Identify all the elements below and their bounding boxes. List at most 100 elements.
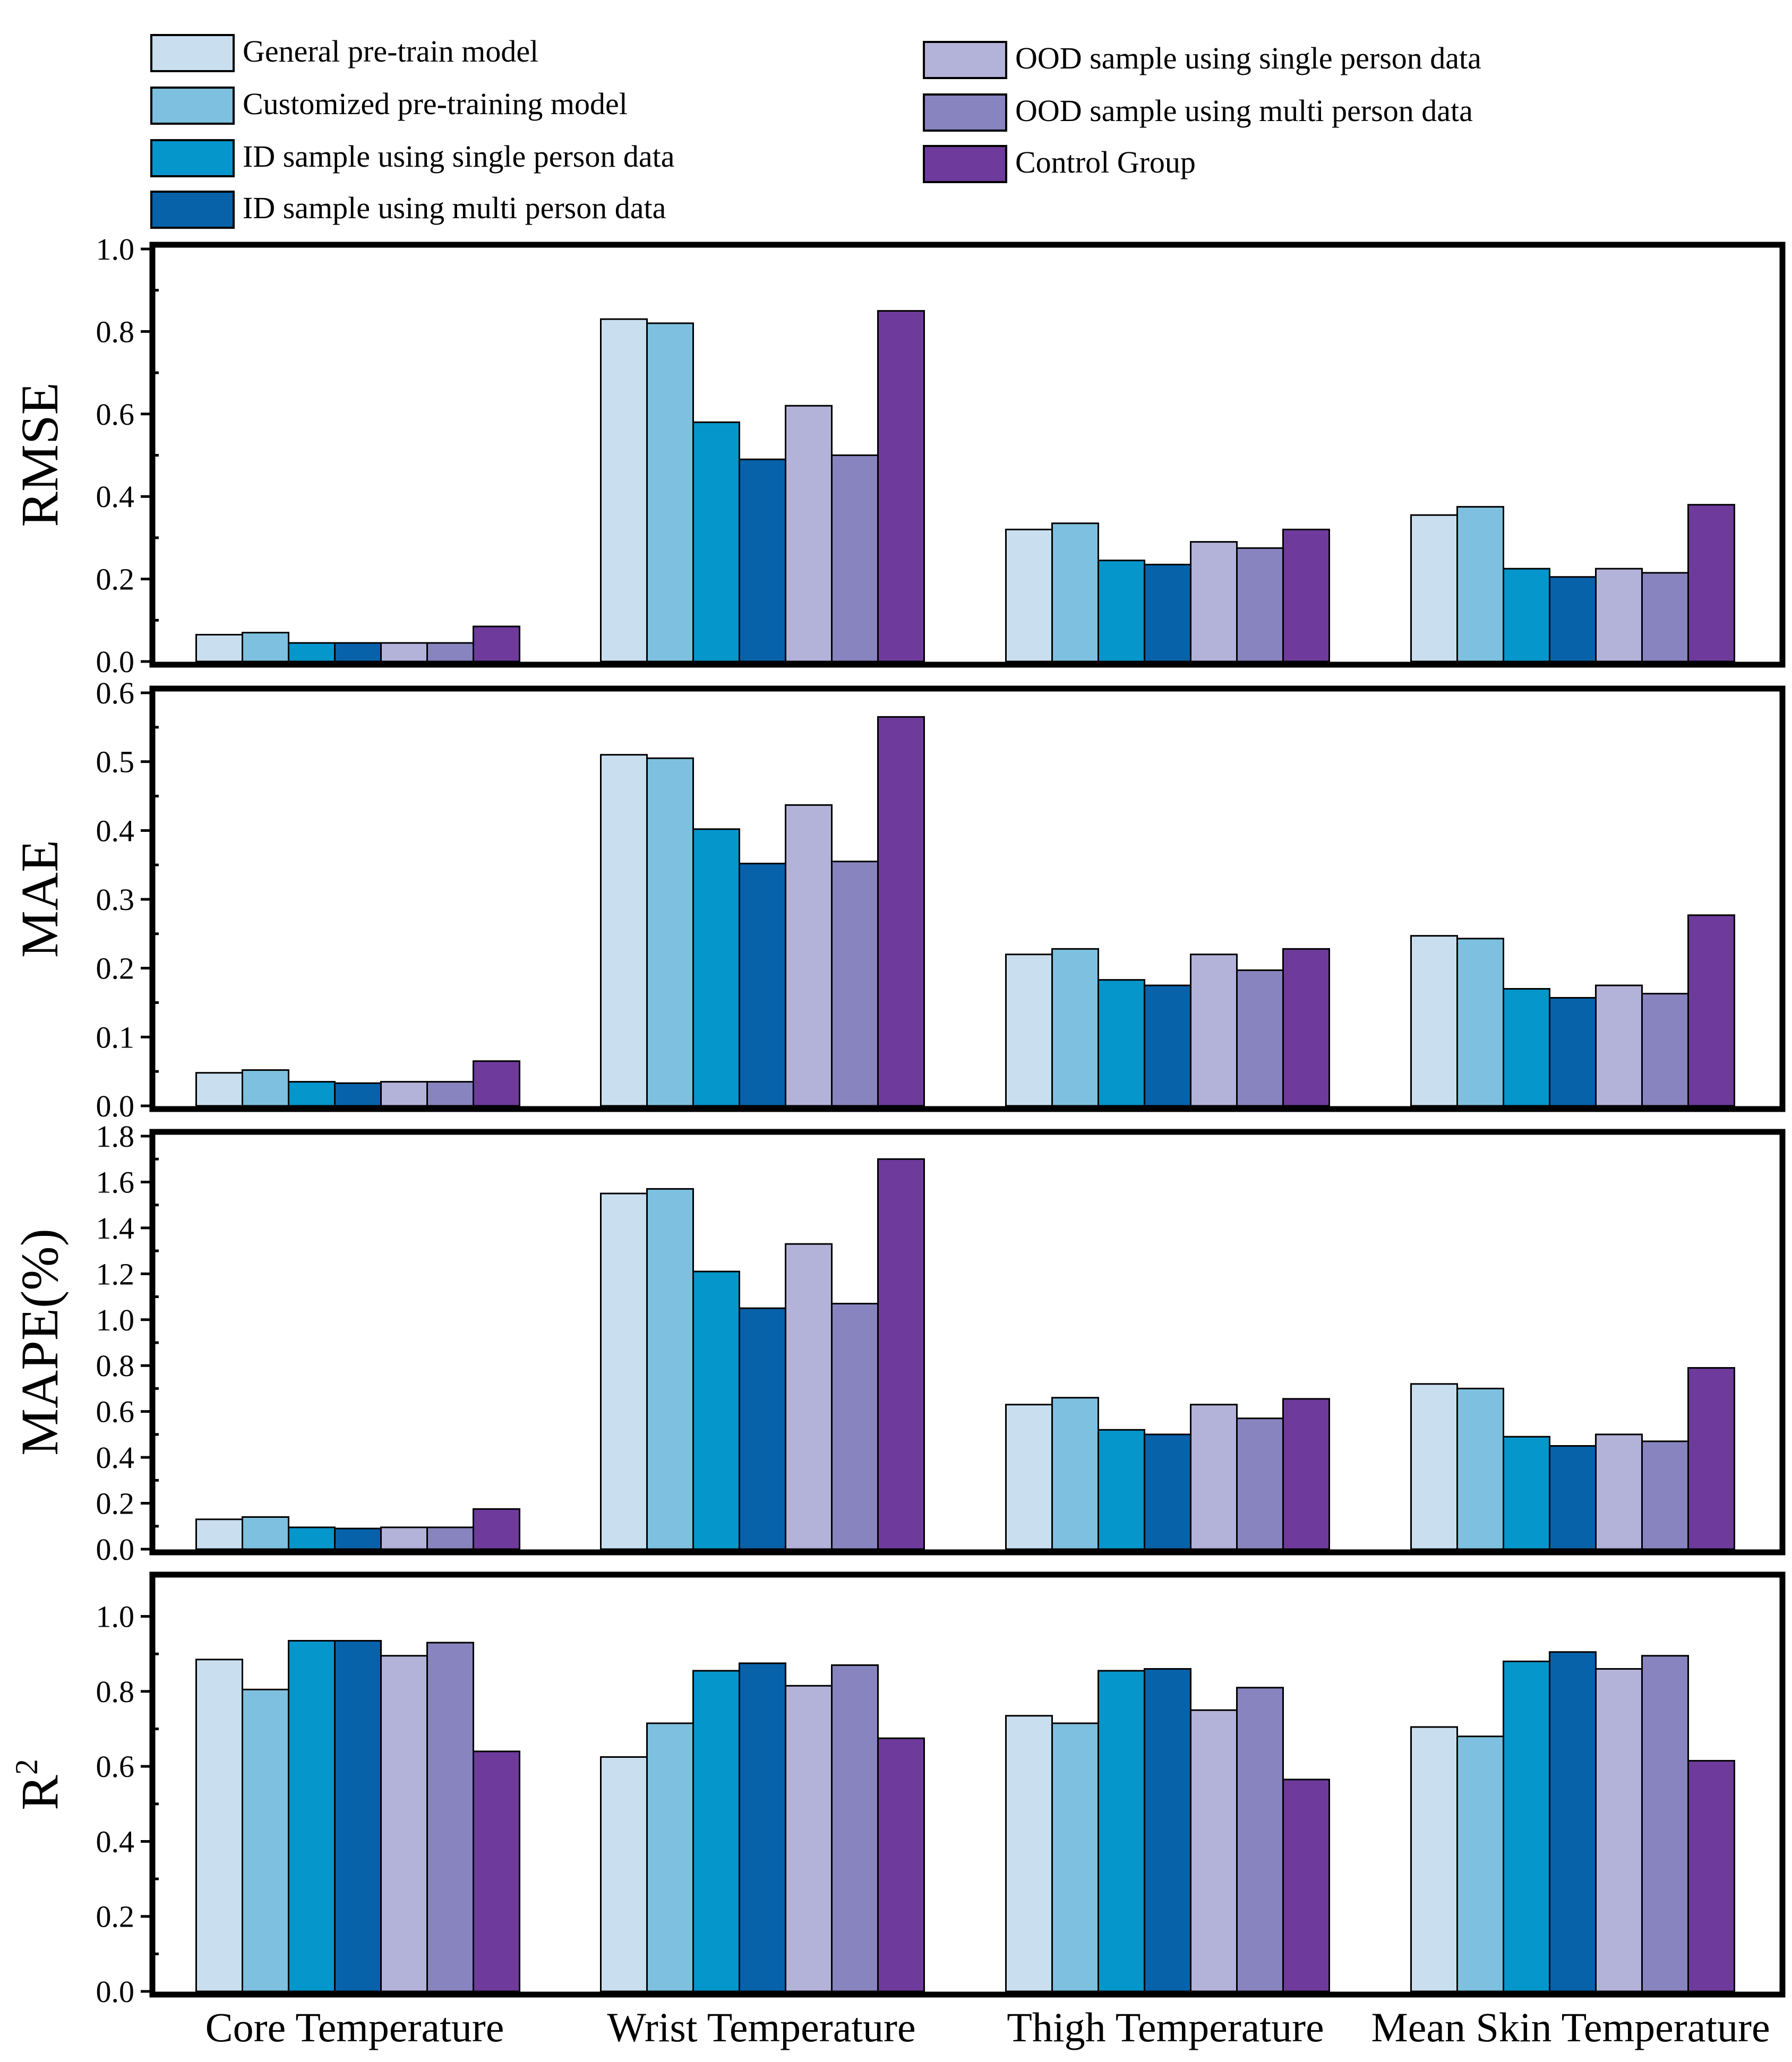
y-axis-title-text: R [10,1775,69,1810]
tick-label: 0.2 [96,562,135,597]
legend-label: ID sample using multi person data [243,191,666,225]
bar [334,1640,382,1992]
bar [426,642,474,663]
tick-label: 1.0 [96,1303,135,1337]
y-axis-title-text: MAE [10,840,69,958]
legend-label: ID sample using single person data [243,139,674,174]
category-label: Wrist Temperature [607,2004,915,2050]
tick-label: 0.3 [96,882,135,917]
legend-swatch [150,191,235,229]
bar [195,1518,243,1550]
bar [1236,1417,1284,1550]
tick-label: 0.6 [96,676,135,710]
bar [1282,1779,1330,1992]
tick-label: 0.4 [96,813,135,848]
bar [473,625,520,663]
bar [380,1526,428,1550]
tick-label: 1.8 [96,1119,135,1154]
tick-label: 0.6 [96,397,135,432]
bar [877,1737,925,1992]
bar [692,1670,740,1992]
tick-label: 1.4 [96,1211,135,1245]
bar [600,318,648,663]
bar [1236,1687,1284,1992]
tick-label: 0.0 [96,645,135,679]
legend-swatch [150,34,235,72]
legend-swatch [150,139,235,177]
bar [1190,541,1238,663]
y-axis-title: MAE [10,840,69,958]
bar [1503,1436,1550,1550]
bar [1098,979,1145,1107]
bar [692,828,740,1107]
tick-label: 0.4 [96,1824,135,1859]
bar [1051,522,1099,663]
bar [739,458,786,663]
tick-label: 1.2 [96,1257,135,1291]
tick-label: 1.0 [96,1600,135,1634]
bar [1456,1735,1504,1992]
bar [785,804,833,1107]
panel-mape-: 0.0 0.2 0.4 0.6 0.8 1.0 1.2 1.4 1.6 1.8 MAPE(%) [10,1119,1786,1567]
bar [831,1303,879,1550]
legend-item: ID sample using multi person data [150,191,666,229]
bar [380,1655,428,1992]
tick-label: 0.0 [96,1532,135,1567]
panel-rmse: 0.0 0.2 0.4 0.6 0.8 1.0 RMSE [10,232,1786,679]
tick-label: 0.8 [96,1674,135,1709]
legend-label: General pre-train model [243,34,538,68]
bar [1005,953,1053,1107]
legend-item: Control Group [923,145,1196,183]
bar [1236,969,1284,1107]
bar [831,1664,879,1992]
bar [1282,1398,1330,1550]
bar [877,310,925,663]
tick-label: 0.8 [96,1348,135,1383]
y-axis-title-superscript: 2 [9,1759,44,1775]
bar [1549,1651,1597,1992]
bars [195,716,1735,1107]
y-axis-title-text: MAPE(%) [10,1228,69,1456]
panel-mae: 0.0 0.1 0.2 0.3 0.4 0.5 0.6 MAE [10,676,1786,1123]
legend-swatch [923,41,1007,79]
bar [1687,504,1735,663]
bar [1549,576,1597,663]
bar [739,1662,786,1992]
bar [646,1188,694,1550]
tick-label: 0.0 [96,1089,135,1123]
plot-frame [149,1571,1786,1998]
legend: General pre-train model Customized pre-tr… [150,34,1481,229]
bar [380,1081,428,1107]
bar [785,405,833,663]
tick-label: 0.2 [96,951,135,986]
bar [242,632,289,663]
bar [1410,1383,1458,1550]
bar [1641,993,1689,1107]
bar [1687,914,1735,1107]
legend-label: Control Group [1015,145,1196,179]
bar [692,421,740,663]
bar [1144,563,1191,663]
bar [1190,1709,1238,1992]
bar [739,1307,786,1550]
bar [692,1270,740,1550]
bar [473,1750,520,1992]
bar [1641,1440,1689,1550]
y-axis-title: R2 [9,1759,69,1810]
tick-label: 0.5 [96,745,135,779]
tick-label: 0.2 [96,1900,135,1934]
tick-label: 0.4 [96,1440,135,1475]
bar [1005,1404,1053,1550]
bar [831,454,879,663]
bar [1144,1668,1191,1992]
y-axis: 0.0 0.2 0.4 0.6 0.8 1.0 [96,1600,159,2009]
bar [242,1069,289,1107]
legend-swatch [150,87,235,125]
category-label: Mean Skin Temperature [1371,2004,1770,2050]
tick-label: 0.6 [96,1749,135,1784]
legend-item: ID sample using single person data [150,139,674,177]
bar [1503,988,1550,1107]
bar [1051,948,1099,1107]
bar [646,757,694,1107]
bar [1687,1367,1735,1550]
